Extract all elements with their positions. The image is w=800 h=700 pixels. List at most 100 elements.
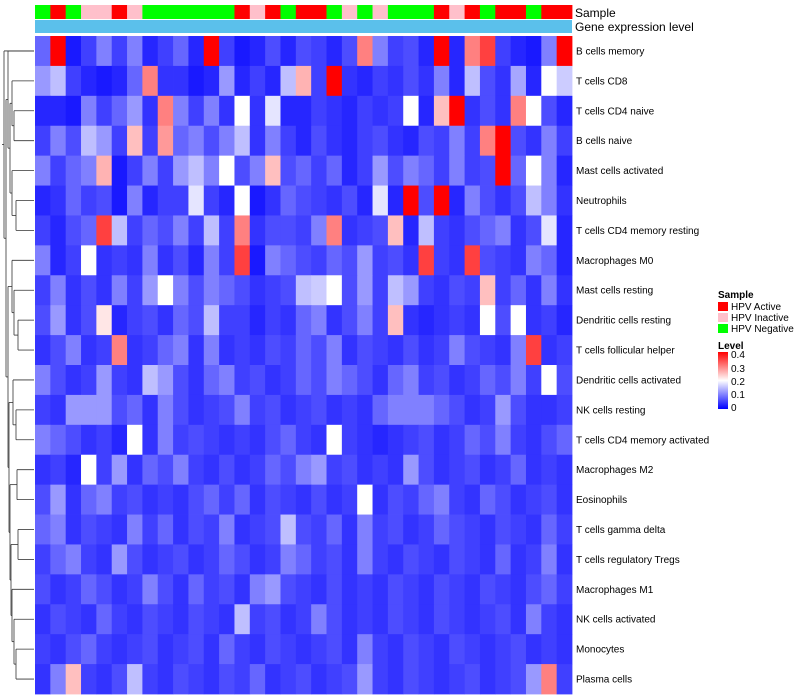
heatmap-cell — [50, 574, 67, 605]
heatmap-cell — [188, 365, 205, 396]
heatmap-cell — [96, 514, 113, 545]
heatmap-cell — [142, 185, 159, 216]
heatmap-cell — [81, 215, 97, 246]
heatmap-cell — [157, 125, 174, 157]
heatmap-cell — [418, 245, 435, 276]
heatmap-cell — [50, 155, 67, 186]
heatmap-cell — [219, 245, 235, 276]
heatmap-cell — [341, 155, 358, 186]
heatmap-cell — [35, 245, 51, 276]
sample-annotation-cell — [127, 5, 143, 19]
heatmap-cell — [556, 604, 573, 635]
heatmap-cell — [65, 125, 82, 157]
heatmap-cell — [35, 95, 51, 127]
heatmap-cell — [111, 245, 128, 276]
heatmap-cell — [541, 125, 558, 157]
heatmap-cell — [525, 484, 542, 515]
heatmap-cell — [449, 544, 465, 575]
heatmap-cell — [127, 424, 143, 456]
heatmap-cell — [341, 36, 358, 67]
heatmap-cell — [219, 394, 235, 426]
heatmap-cell — [219, 484, 235, 515]
heatmap-cell — [65, 215, 82, 246]
heatmap-cell — [280, 484, 297, 515]
legend-label-inactive: HPV Inactive — [731, 313, 789, 324]
heatmap-cell — [157, 365, 174, 396]
heatmap-cell — [556, 155, 573, 186]
heatmap-cell — [96, 664, 113, 695]
heatmap-cell — [525, 65, 542, 97]
heatmap-cell — [510, 664, 527, 695]
heatmap-cell — [219, 365, 235, 396]
heatmap-cell — [65, 155, 82, 186]
heatmap-cell — [188, 275, 205, 306]
row-label: B cells memory — [576, 47, 644, 58]
heatmap-cell — [188, 215, 205, 246]
heatmap-cell — [464, 424, 481, 456]
heatmap-cell — [403, 514, 419, 545]
heatmap-cell — [249, 65, 266, 97]
heatmap-cell — [495, 394, 512, 426]
heatmap-cell — [418, 36, 435, 67]
heatmap-cell — [495, 185, 512, 216]
heatmap-cell — [341, 454, 358, 486]
heatmap-cell — [387, 125, 404, 157]
heatmap-cell — [50, 305, 67, 336]
row-label: Eosinophils — [576, 495, 627, 506]
heatmap-cell — [142, 335, 159, 366]
heatmap-cell — [188, 95, 205, 127]
heatmap-cell — [295, 65, 312, 97]
heatmap-cell — [326, 155, 343, 186]
heatmap-cell — [464, 36, 481, 67]
heatmap-cell — [173, 215, 189, 246]
heatmap-cell — [265, 95, 281, 127]
heatmap-cell — [265, 454, 281, 486]
heatmap-cell — [449, 185, 465, 216]
heatmap-cell — [157, 454, 174, 486]
heatmap-cell — [35, 634, 51, 665]
heatmap-cell — [510, 125, 527, 157]
heatmap-cell — [81, 574, 97, 605]
heatmap-cell — [541, 424, 558, 456]
heatmap-cell — [464, 484, 481, 515]
heatmap-cell — [188, 634, 205, 665]
heatmap-cell — [111, 125, 128, 157]
heatmap-cell — [295, 125, 312, 157]
heatmap-cell — [341, 365, 358, 396]
heatmap-cell — [203, 365, 220, 396]
heatmap-cell — [357, 574, 373, 605]
heatmap-cell — [387, 245, 404, 276]
heatmap-cell — [311, 424, 327, 456]
heatmap-cell — [280, 36, 297, 67]
legend-label-negative: HPV Negative — [731, 324, 794, 335]
heatmap-cell — [142, 305, 159, 336]
heatmap-cell — [157, 574, 174, 605]
heatmap-cell — [387, 65, 404, 97]
heatmap-cell — [541, 634, 558, 665]
heatmap-cell — [142, 544, 159, 575]
heatmap-cell — [372, 95, 389, 127]
heatmap-cell — [234, 514, 251, 545]
heatmap-cell — [541, 95, 558, 127]
heatmap-cell — [203, 95, 220, 127]
heatmap-cell — [173, 95, 189, 127]
heatmap-cell — [173, 424, 189, 456]
heatmap-cell — [295, 185, 312, 216]
heatmap-cell — [81, 125, 97, 157]
heatmap-cell — [81, 95, 97, 127]
heatmap-cell — [357, 365, 373, 396]
heatmap-cell — [510, 394, 527, 426]
heatmap-cell — [433, 514, 450, 545]
heatmap-cell — [295, 514, 312, 545]
sample-annotation-track — [35, 5, 573, 19]
heatmap-cell — [311, 215, 327, 246]
heatmap-cell — [81, 634, 97, 665]
heatmap-cell — [326, 604, 343, 635]
heatmap-cell — [510, 424, 527, 456]
sample-annotation-cell — [418, 5, 435, 19]
heatmap-cell — [525, 185, 542, 216]
heatmap-cell — [203, 305, 220, 336]
heatmap-cell — [387, 424, 404, 456]
heatmap-cell — [525, 245, 542, 276]
